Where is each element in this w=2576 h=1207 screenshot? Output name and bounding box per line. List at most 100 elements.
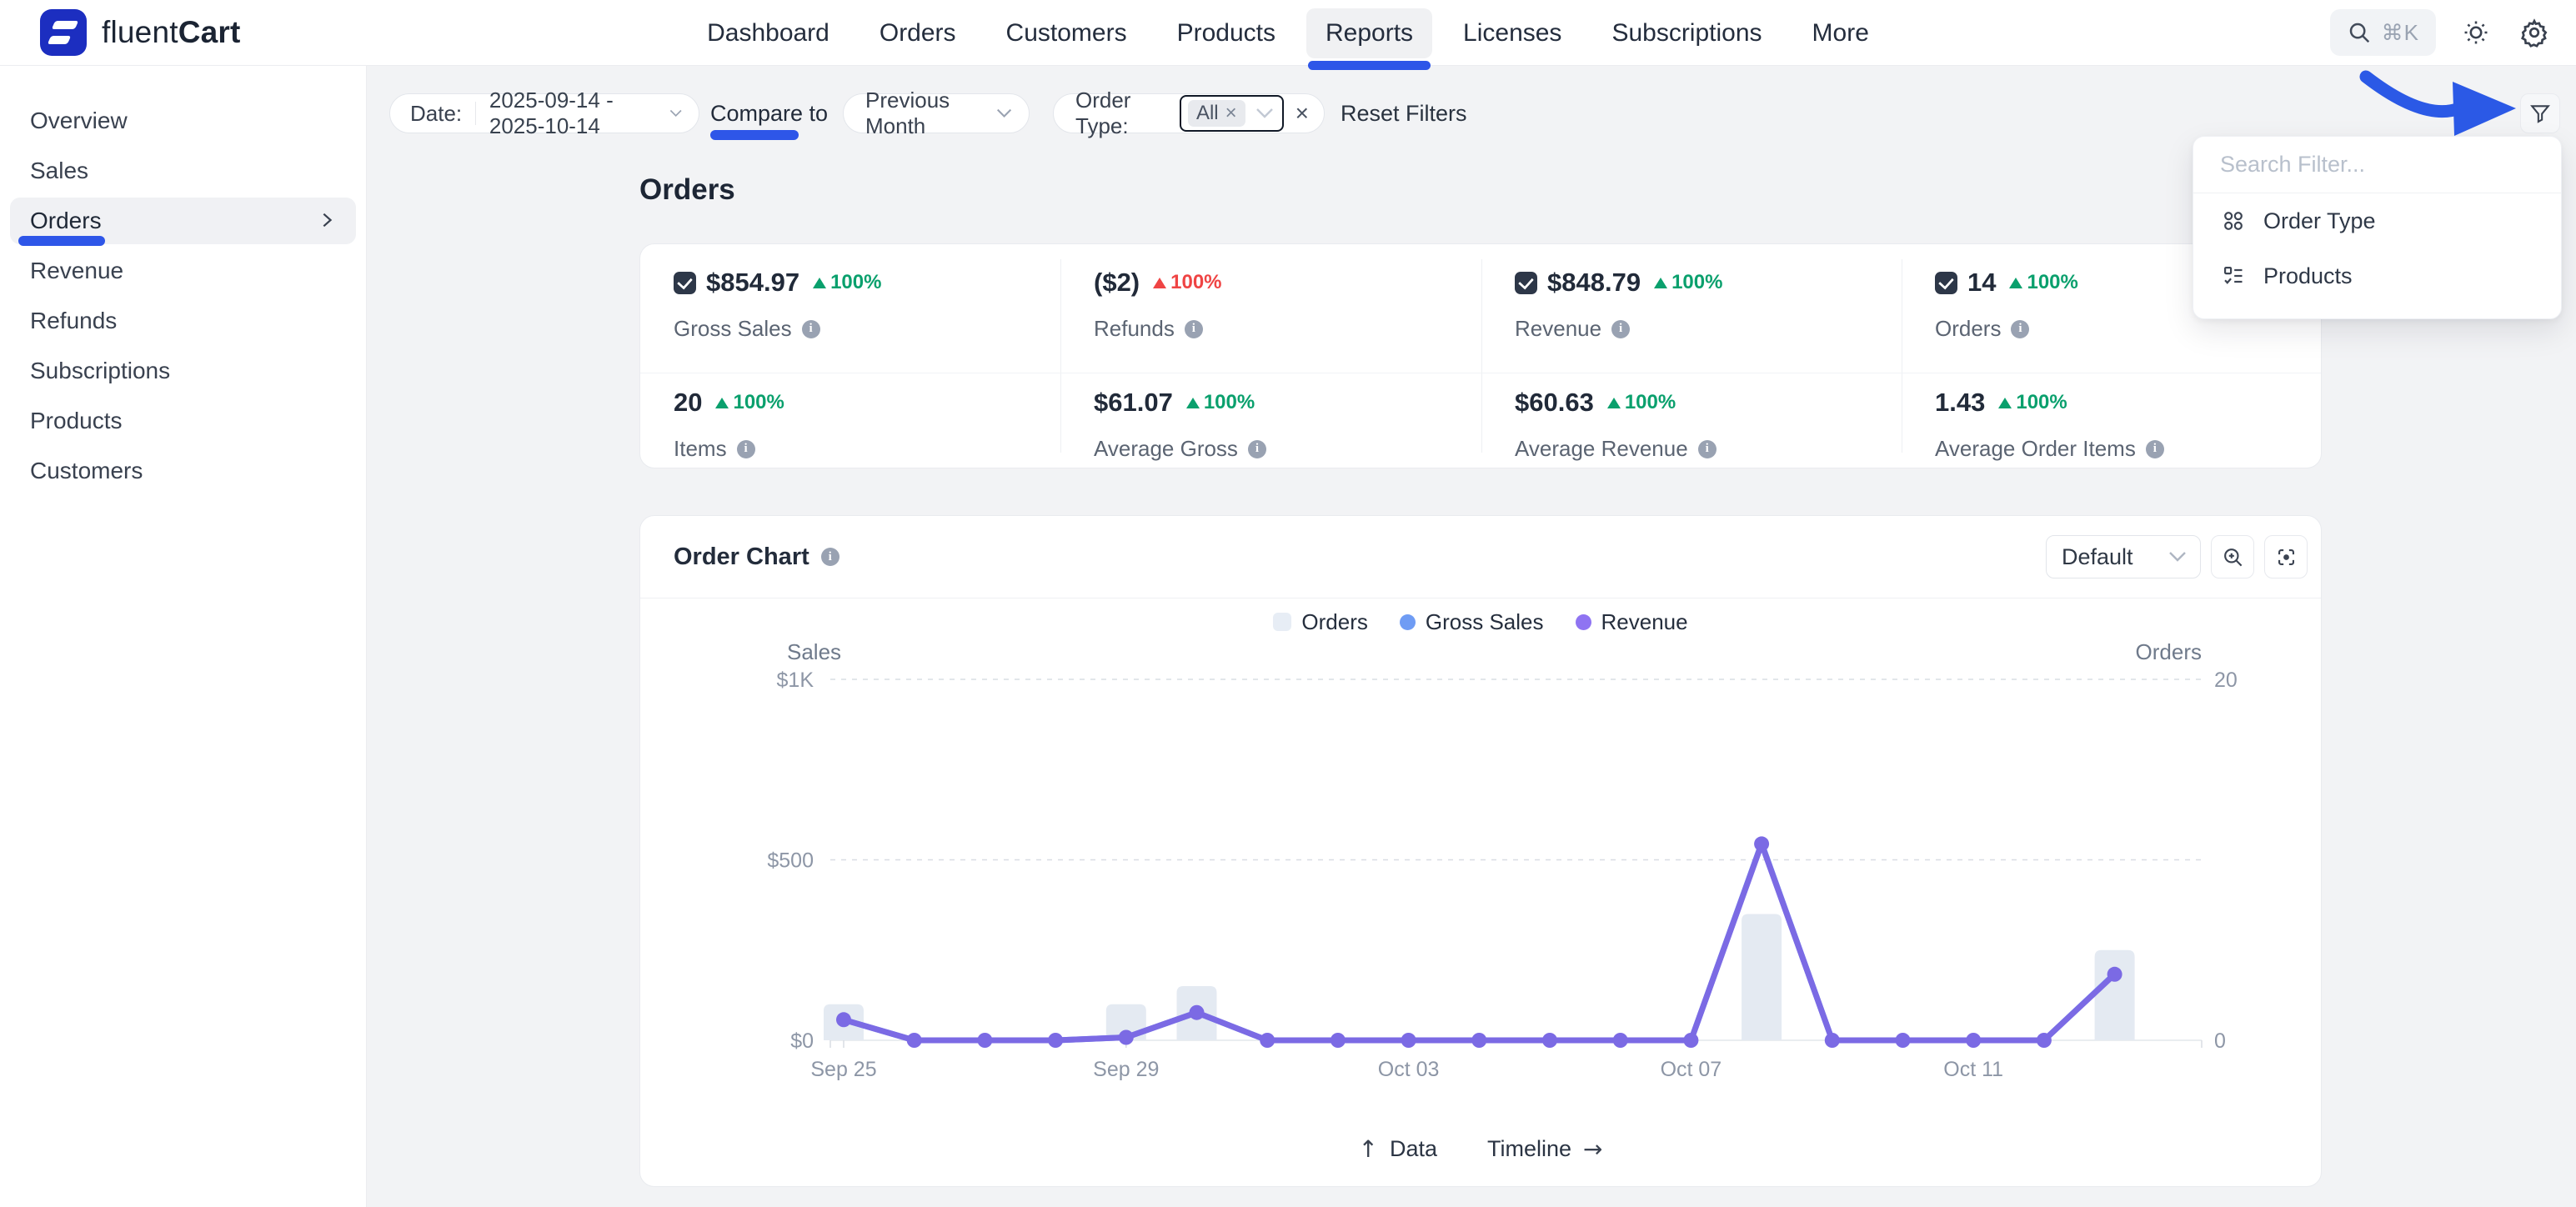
sidebar-item-overview[interactable]: Overview bbox=[30, 108, 128, 133]
svg-text:$1K: $1K bbox=[777, 669, 814, 692]
info-icon[interactable] bbox=[2011, 319, 2030, 338]
chevron-down-icon bbox=[996, 108, 1011, 118]
chart-zoom-button[interactable] bbox=[2211, 535, 2254, 578]
trend-up-badge: 100% bbox=[813, 271, 881, 294]
brand-logo[interactable]: fluentCart bbox=[40, 9, 241, 56]
svg-text:$0: $0 bbox=[790, 1029, 814, 1053]
sidebar-item-customers[interactable]: Customers bbox=[30, 458, 143, 483]
legend-revenue[interactable]: Revenue bbox=[1575, 609, 1688, 635]
orders-checkbox[interactable] bbox=[1935, 271, 1957, 294]
stat-average-gross: $61.07 100% Average Gross bbox=[1060, 388, 1481, 462]
order-type-filter: Order Type: All × × bbox=[1053, 88, 1325, 138]
gross-sales-checkbox[interactable] bbox=[674, 271, 696, 294]
chart-preset-select[interactable]: Default bbox=[2046, 535, 2201, 578]
active-tab-underline bbox=[1307, 60, 1431, 70]
chart-legend: Orders Gross Sales Revenue bbox=[640, 604, 2321, 639]
nav-customers[interactable]: Customers bbox=[1005, 18, 1127, 47]
filter-search-row bbox=[2193, 137, 2561, 193]
sidebar-item-orders[interactable]: Orders bbox=[10, 198, 356, 246]
sidebar-item-products[interactable]: Products bbox=[30, 408, 123, 433]
stat-refunds: ($2) 100% Refunds bbox=[1060, 268, 1481, 342]
sidebar-item-revenue[interactable]: Revenue bbox=[30, 258, 124, 283]
compare-period-select[interactable]: Previous Month bbox=[843, 88, 1030, 138]
order-type-chip-all[interactable]: All × bbox=[1187, 100, 1245, 127]
sidebar-item-sales[interactable]: Sales bbox=[30, 158, 89, 183]
info-icon[interactable] bbox=[1247, 439, 1266, 458]
stat-label: Average Order Items bbox=[1935, 436, 2136, 461]
stat-value: ($2) bbox=[1094, 268, 1140, 297]
info-icon[interactable] bbox=[801, 319, 820, 338]
chip-remove-icon[interactable]: × bbox=[1225, 102, 1237, 124]
theme-toggle-button[interactable] bbox=[2458, 14, 2494, 51]
triangle-up-icon bbox=[1998, 397, 2012, 408]
compare-period-value: Previous Month bbox=[865, 88, 950, 138]
date-range-filter[interactable]: Date: 2025-09-14 - 2025-10-14 bbox=[389, 88, 699, 138]
info-icon[interactable] bbox=[2145, 439, 2164, 458]
timeline-button[interactable]: Timeline → bbox=[1487, 1134, 1603, 1163]
sidebar-item-refunds[interactable]: Refunds bbox=[30, 308, 118, 333]
order-chart-card: Order Chart Default Orders bbox=[639, 515, 2322, 1187]
compare-to-label-wrap: Compare to bbox=[710, 93, 828, 140]
trend-up-badge: 100% bbox=[1998, 391, 2067, 414]
triangle-up-icon bbox=[1606, 397, 1621, 408]
filter-option-order-type[interactable]: Order Type bbox=[2193, 193, 2561, 248]
brand-wordmark: fluentCart bbox=[102, 15, 241, 49]
svg-text:Orders: Orders bbox=[2136, 639, 2202, 664]
svg-text:Oct 03: Oct 03 bbox=[1378, 1058, 1440, 1081]
settings-button[interactable] bbox=[2516, 14, 2553, 51]
reset-filters-button[interactable]: Reset Filters bbox=[1341, 100, 1467, 126]
search-icon bbox=[2349, 23, 2369, 43]
nav-licenses[interactable]: Licenses bbox=[1463, 18, 1562, 47]
nav-products[interactable]: Products bbox=[1176, 18, 1275, 47]
nav-more[interactable]: More bbox=[1812, 18, 1869, 47]
stat-label: Refunds bbox=[1094, 316, 1175, 341]
svg-text:Sep 25: Sep 25 bbox=[810, 1058, 876, 1081]
legend-orders[interactable]: Orders bbox=[1273, 609, 1368, 635]
trend-up-bad-badge: 100% bbox=[1153, 271, 1222, 294]
svg-text:Oct 07: Oct 07 bbox=[1661, 1058, 1722, 1081]
stat-average-revenue: $60.63 100% Average Revenue bbox=[1481, 388, 1902, 462]
order-type-select[interactable]: All × bbox=[1179, 95, 1284, 132]
svg-text:Sales: Sales bbox=[787, 639, 841, 664]
filter-funnel-button[interactable] bbox=[2520, 93, 2560, 133]
date-range-value: 2025-09-14 - 2025-10-14 bbox=[489, 88, 614, 138]
filter-option-products[interactable]: Products bbox=[2193, 248, 2561, 303]
stat-value: 14 bbox=[1967, 268, 1997, 297]
triangle-up-icon bbox=[1654, 277, 1668, 288]
revenue-checkbox[interactable] bbox=[1515, 271, 1537, 294]
chart-focus-button[interactable] bbox=[2264, 535, 2308, 578]
stat-value: 1.43 bbox=[1935, 388, 1986, 417]
info-icon[interactable] bbox=[1184, 319, 1203, 338]
nav-reports[interactable]: Reports bbox=[1306, 8, 1433, 70]
info-icon[interactable] bbox=[820, 548, 839, 566]
info-icon[interactable] bbox=[1611, 319, 1631, 338]
nav-orders[interactable]: Orders bbox=[879, 18, 956, 47]
stat-value: $60.63 bbox=[1515, 388, 1594, 417]
chart-controls: Default bbox=[2046, 535, 2308, 578]
stat-label: Average Gross bbox=[1094, 436, 1238, 461]
gear-icon bbox=[2521, 18, 2548, 48]
clear-order-type-icon[interactable]: × bbox=[1295, 100, 1309, 126]
sidebar-item-orders-label: Orders bbox=[30, 208, 102, 233]
report-sidebar: Overview Sales Orders Revenue Refunds Su… bbox=[0, 66, 367, 1207]
triangle-up-icon bbox=[1185, 397, 1200, 408]
nav-dashboard[interactable]: Dashboard bbox=[707, 18, 829, 47]
revenue-swatch bbox=[1575, 614, 1591, 630]
chevron-right-icon bbox=[323, 213, 333, 228]
svg-text:$500: $500 bbox=[767, 849, 814, 873]
stat-value: $854.97 bbox=[706, 268, 800, 297]
legend-gross-sales[interactable]: Gross Sales bbox=[1399, 609, 1544, 635]
order-chart-plot[interactable]: Sales Orders $1K $500 $0 20 0 Sep 25 Sep 29 Oct 0… bbox=[640, 634, 2323, 1114]
stat-value: $61.07 bbox=[1094, 388, 1173, 417]
data-button[interactable]: ↑ Data bbox=[1358, 1134, 1437, 1163]
filter-search-input[interactable] bbox=[2220, 152, 2534, 178]
info-icon[interactable] bbox=[736, 439, 755, 458]
global-search-button[interactable]: ⌘K bbox=[2329, 9, 2436, 56]
chart-preset-value: Default bbox=[2062, 543, 2133, 569]
info-icon[interactable] bbox=[1697, 439, 1716, 458]
svg-text:Oct 11: Oct 11 bbox=[1943, 1058, 2003, 1081]
nav-subscriptions[interactable]: Subscriptions bbox=[1611, 18, 1762, 47]
funnel-icon bbox=[2530, 105, 2550, 123]
sidebar-item-subscriptions[interactable]: Subscriptions bbox=[30, 358, 171, 383]
